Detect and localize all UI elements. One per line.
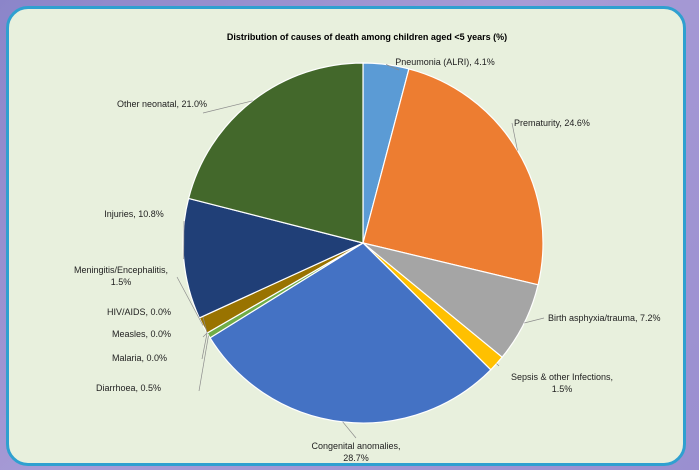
data-label-other-neonatal: Other neonatal, 21.0% xyxy=(117,99,207,109)
data-label-line: 1.5% xyxy=(111,277,132,287)
data-label-measles: Measles, 0.0% xyxy=(112,329,171,339)
leader-line xyxy=(511,122,518,151)
data-label-hiv-aids: HIV/AIDS, 0.0% xyxy=(107,307,171,317)
leader-line xyxy=(198,335,209,392)
data-label-line: Sepsis & other Infections, xyxy=(511,372,613,382)
data-label-birth-asphyxia-trauma: Birth asphyxia/trauma, 7.2% xyxy=(548,313,661,323)
pie-chart: Distribution of causes of death among ch… xyxy=(74,32,661,463)
data-label-prematurity: Prematurity, 24.6% xyxy=(514,118,590,128)
data-label-line: Malaria, 0.0% xyxy=(112,353,167,363)
data-label-line: Meningitis/Encephalitis, xyxy=(74,265,168,275)
data-label-line: Pneumonia (ALRI), 4.1% xyxy=(395,57,495,67)
leader-line xyxy=(496,363,500,367)
leader-line xyxy=(201,332,208,360)
pie-slice-injuries xyxy=(182,197,365,319)
data-label-line: 28.7% xyxy=(343,453,369,463)
data-label-line: Measles, 0.0% xyxy=(112,329,171,339)
data-label-sepsis-other-infections: Sepsis & other Infections, 1.5% xyxy=(511,372,613,394)
data-label-line: Birth asphyxia/trauma, 7.2% xyxy=(548,313,661,323)
leader-line xyxy=(524,317,545,324)
leader-line xyxy=(385,64,400,71)
data-label-diarrhoea: Diarrhoea, 0.5% xyxy=(96,383,161,393)
data-label-line: Other neonatal, 21.0% xyxy=(117,99,207,109)
data-label-line: HIV/AIDS, 0.0% xyxy=(107,307,171,317)
leader-line xyxy=(202,316,208,334)
leader-line xyxy=(176,276,204,326)
leader-line xyxy=(202,332,208,338)
data-label-meningitis-encephalitis: Meningitis/Encephalitis, 1.5% xyxy=(74,265,168,287)
leader-line xyxy=(202,100,253,114)
data-label-line: Congenital anomalies, xyxy=(311,441,400,451)
data-label-pneumonia-alri-: Pneumonia (ALRI), 4.1% xyxy=(395,57,495,67)
data-label-injuries: Injuries, 10.8% xyxy=(104,209,164,219)
data-label-line: 1.5% xyxy=(552,384,573,394)
data-label-line: Prematurity, 24.6% xyxy=(514,118,590,128)
leader-line xyxy=(342,421,357,439)
data-label-line: Injuries, 10.8% xyxy=(104,209,164,219)
data-label-congenital-anomalies: Congenital anomalies, 28.7% xyxy=(311,441,400,463)
data-label-line: Diarrhoea, 0.5% xyxy=(96,383,161,393)
chart-title: Distribution of causes of death among ch… xyxy=(227,32,507,42)
chart-panel: Distribution of causes of death among ch… xyxy=(6,6,686,466)
data-label-malaria: Malaria, 0.0% xyxy=(112,353,167,363)
